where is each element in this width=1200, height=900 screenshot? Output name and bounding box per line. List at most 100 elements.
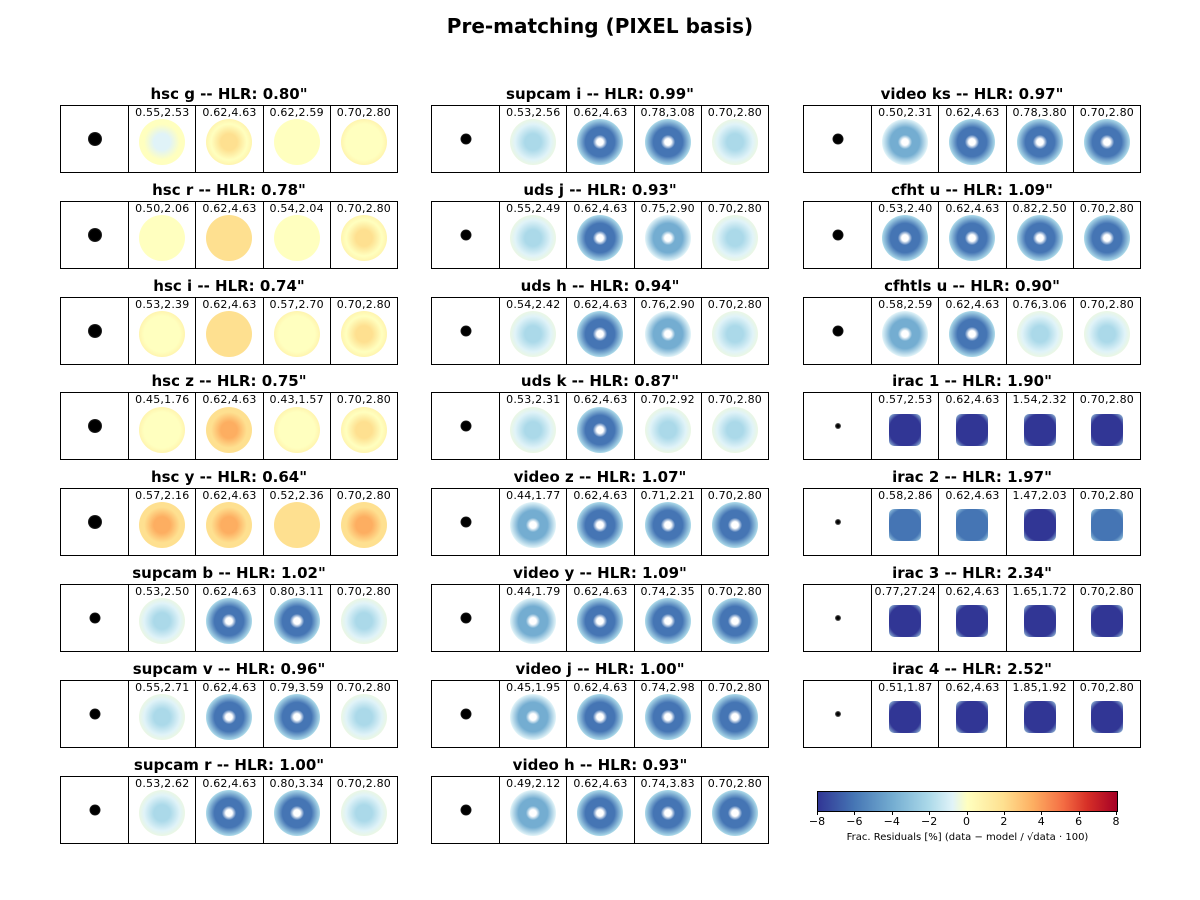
- residual-label: 0.62,4.63: [573, 393, 628, 407]
- panel-image-strip: 0.45,1.76 0.62,4.63 0.43,1.57 0.70,2.80: [60, 392, 398, 461]
- psf-spot: [89, 804, 101, 816]
- residual-panel: video h -- HLR: 0.93" 0.49,2.12 0.62,4.63 0…: [431, 756, 769, 844]
- psf-image: [61, 106, 128, 172]
- residual-image: 0.70,2.80: [700, 585, 768, 651]
- residual-map: [889, 701, 922, 734]
- residual-map: [139, 215, 186, 262]
- residual-map: [644, 406, 691, 453]
- residual-map: [644, 119, 691, 166]
- residual-label: 0.55,2.53: [135, 106, 190, 119]
- residual-panel: uds j -- HLR: 0.93" 0.55,2.49 0.62,4.63 0.7…: [431, 181, 769, 269]
- residual-image: 0.50,2.06: [128, 201, 195, 268]
- panel-image-strip: 0.53,2.40 0.62,4.63 0.82,2.50 0.70,2.80: [803, 200, 1141, 269]
- residual-label: 1.47,2.03: [1012, 489, 1067, 503]
- residual-map: [577, 502, 624, 549]
- residual-map: [949, 119, 996, 166]
- residual-map: [273, 789, 320, 836]
- residual-map: [577, 789, 624, 836]
- residual-image: 0.70,2.80: [1072, 585, 1140, 651]
- residual-label: 0.70,2.80: [707, 489, 762, 503]
- residual-panel: uds k -- HLR: 0.87" 0.53,2.31 0.62,4.63 0.7…: [431, 372, 769, 461]
- residual-map: [949, 215, 996, 262]
- psf-image: [804, 585, 871, 651]
- panel-title: hsc z -- HLR: 0.75": [151, 372, 307, 391]
- residual-label: 0.44,1.79: [506, 585, 561, 598]
- residual-label: 0.70,2.80: [1079, 201, 1134, 215]
- residual-map: [340, 694, 387, 741]
- panel-image-strip: 0.55,2.71 0.62,4.63 0.79,3.59 0.70,2.80: [60, 679, 398, 748]
- residual-image: 0.57,2.16: [128, 489, 195, 556]
- panel-image-strip: 0.51,1.87 0.62,4.63 1.85,1.92 0.70,2.80: [803, 679, 1141, 748]
- psf-spot: [460, 804, 472, 816]
- panel-title: irac 1 -- HLR: 1.90": [892, 372, 1052, 391]
- residual-label: 0.70,2.80: [707, 393, 762, 407]
- residual-image: 0.62,4.63: [938, 297, 1005, 364]
- residual-label: 0.70,2.80: [336, 393, 391, 407]
- residual-map: [510, 119, 557, 166]
- residual-map: [510, 310, 557, 357]
- residual-map: [1016, 119, 1063, 166]
- residual-image: 0.53,2.40: [871, 201, 938, 268]
- residual-map: [889, 509, 922, 542]
- panel-title: hsc g -- HLR: 0.80": [150, 85, 308, 103]
- colorbar-tick: [1116, 811, 1117, 815]
- residual-label: 0.62,4.63: [573, 297, 628, 311]
- residual-image: 0.62,4.63: [938, 106, 1005, 172]
- psf-spot: [832, 133, 844, 145]
- residual-map: [206, 119, 253, 166]
- residual-map: [644, 215, 691, 262]
- psf-image: [804, 393, 871, 459]
- colorbar-tick-label: 6: [1075, 815, 1083, 828]
- residual-image: 0.62,4.63: [566, 489, 633, 556]
- residual-label: 0.43,1.57: [269, 393, 324, 407]
- residual-image: 0.55,2.49: [499, 201, 566, 268]
- residual-label: 0.54,2.42: [506, 297, 561, 311]
- residual-image: 0.62,4.63: [566, 393, 633, 460]
- colorbar-tick: [891, 811, 893, 815]
- residual-label: 0.76,3.06: [1012, 297, 1067, 311]
- residual-map: [577, 694, 624, 741]
- panel-image-strip: 0.58,2.59 0.62,4.63 0.76,3.06 0.70,2.80: [803, 296, 1141, 365]
- residual-label: 1.65,1.72: [1012, 585, 1067, 598]
- residual-label: 0.70,2.80: [1079, 489, 1134, 503]
- psf-image: [432, 681, 499, 747]
- psf-spot: [87, 515, 102, 530]
- panel-title: supcam v -- HLR: 0.96": [132, 659, 326, 678]
- residual-map: [206, 215, 253, 262]
- psf-spot: [89, 612, 101, 624]
- panel-image-strip: 0.45,1.95 0.62,4.63 0.74,2.98 0.70,2.80: [431, 679, 769, 748]
- psf-image: [61, 681, 128, 747]
- residual-map: [139, 502, 186, 549]
- residual-label: 0.62,4.63: [945, 393, 1000, 407]
- residual-label: 0.62,4.63: [573, 106, 628, 119]
- psf-image: [61, 202, 128, 268]
- residual-image: 0.62,4.63: [195, 106, 262, 172]
- residual-image: 0.62,4.63: [938, 201, 1005, 268]
- residual-panel: hsc r -- HLR: 0.78" 0.50,2.06 0.62,4.63 0.5…: [60, 181, 398, 269]
- residual-label: 0.62,4.63: [573, 489, 628, 503]
- residual-panel: hsc z -- HLR: 0.75" 0.45,1.76 0.62,4.63 0.4…: [60, 372, 398, 461]
- residual-image: 1.47,2.03: [1005, 489, 1073, 556]
- residual-image: 0.53,2.62: [128, 776, 195, 843]
- residual-map: [577, 310, 624, 357]
- residual-label: 0.62,4.63: [202, 680, 257, 694]
- residual-map: [510, 694, 557, 741]
- colorbar-tick: [966, 811, 968, 815]
- residual-image: 0.70,2.80: [700, 393, 768, 460]
- residual-image: 0.70,2.80: [1072, 201, 1140, 268]
- residual-map: [711, 598, 758, 645]
- residual-image: 0.62,4.63: [195, 201, 262, 268]
- psf-spot: [87, 323, 102, 338]
- panel-image-strip: 0.55,2.49 0.62,4.63 0.75,2.90 0.70,2.80: [431, 200, 769, 269]
- residual-panel: video j -- HLR: 1.00" 0.45,1.95 0.62,4.63 0…: [431, 660, 769, 748]
- residual-image: 0.82,2.50: [1005, 201, 1073, 268]
- residual-panel: hsc i -- HLR: 0.74" 0.53,2.39 0.62,4.63 0.5…: [60, 277, 398, 365]
- residual-map: [340, 598, 387, 645]
- residual-image: 0.74,3.83: [633, 776, 701, 843]
- residual-label: 0.80,3.11: [269, 585, 324, 598]
- colorbar-tick-label: 4: [1037, 815, 1045, 828]
- residual-image: 0.74,2.98: [633, 680, 701, 747]
- panel-image-strip: 0.49,2.12 0.62,4.63 0.74,3.83 0.70,2.80: [431, 775, 769, 844]
- residual-image: 0.58,2.59: [871, 297, 938, 364]
- psf-spot: [460, 325, 472, 337]
